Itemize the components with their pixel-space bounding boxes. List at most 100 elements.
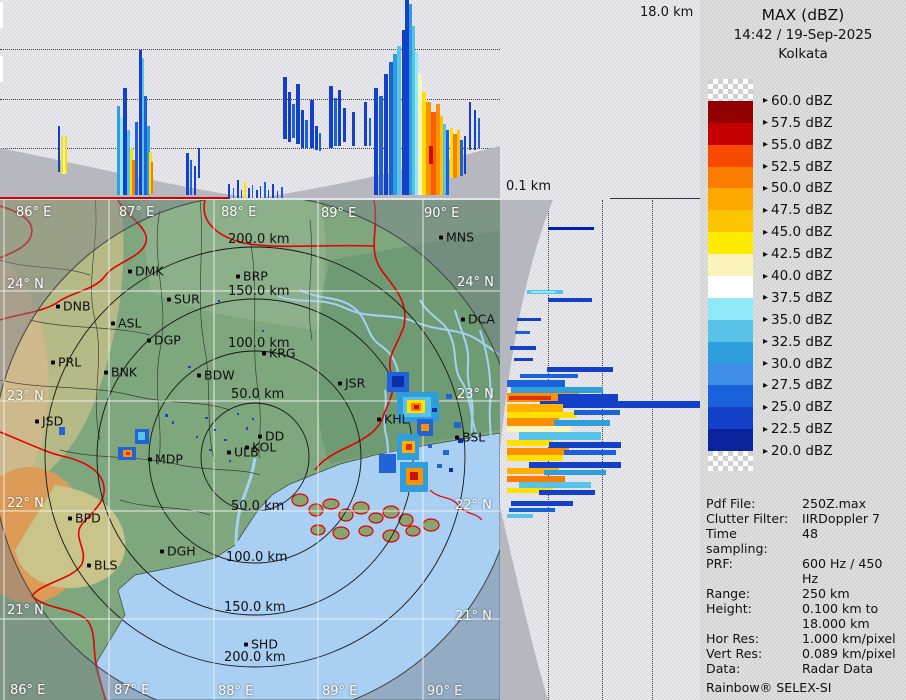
legend-value: 47.5 dBZ xyxy=(771,202,833,219)
info-key: Pdf File: xyxy=(706,496,756,511)
legend-label: ▸ 50.0 dBZ xyxy=(763,180,832,196)
info-value: 600 Hz / 450 Hz xyxy=(802,556,883,586)
info-key: Range: xyxy=(706,586,751,601)
info-row: Data: Radar Data xyxy=(706,661,902,676)
color-scale: ▸ 60.0 dBZ ▸ 57.5 dBZ ▸ 55.0 dBZ ▸ 52.5 dBZ ▸ 50.… xyxy=(708,79,898,459)
legend-entry: ▸ 37.5 dBZ xyxy=(708,276,898,306)
tick-arrow-icon: ▸ xyxy=(763,379,769,391)
legend-label: ▸ 52.5 dBZ xyxy=(763,159,832,175)
height-gridline xyxy=(652,200,653,700)
legend-entry: ▸ 52.5 dBZ xyxy=(708,144,898,175)
legend-swatch xyxy=(708,341,753,364)
tick-arrow-icon: ▸ xyxy=(763,95,769,107)
legend-entry: ▸ 20.0 dBZ xyxy=(708,429,898,459)
station-name: Kolkata xyxy=(778,46,828,62)
info-row: Vert Res: 0.089 km/pixel xyxy=(706,646,902,661)
legend-panel: MAX (dBZ) 14:42 / 19-Sep-2025 Kolkata ▸ 6… xyxy=(700,0,906,700)
legend-swatch xyxy=(708,232,753,255)
info-row: Hor Res: 1.000 km/pixel xyxy=(706,631,902,646)
legend-label: ▸ 57.5 dBZ xyxy=(763,115,832,131)
legend-value: 22.5 dBZ xyxy=(771,421,833,438)
beam-blind-zone-shape xyxy=(500,200,553,700)
info-row: PRF: 600 Hz / 450 Hz xyxy=(706,556,902,586)
legend-label: ▸ 35.0 dBZ xyxy=(763,312,832,328)
legend-label: ▸ 40.0 dBZ xyxy=(763,268,832,284)
tick-arrow-icon: ▸ xyxy=(763,314,769,326)
legend-label: ▸ 27.5 dBZ xyxy=(763,377,832,393)
legend-value: 30.0 dBZ xyxy=(771,355,833,372)
legend-label: ▸ 32.5 dBZ xyxy=(763,334,832,350)
legend-value: 32.5 dBZ xyxy=(771,333,833,350)
legend-value: 40.0 dBZ xyxy=(771,268,833,285)
legend-swatch xyxy=(708,276,753,298)
radar-map-panel xyxy=(0,194,518,700)
info-value: 48 xyxy=(802,526,819,541)
legend-entry: ▸ 50.0 dBZ xyxy=(708,166,898,196)
tick-arrow-icon: ▸ xyxy=(763,248,769,260)
legend-entry: ▸ 22.5 dBZ xyxy=(708,407,898,437)
info-key: PRF: xyxy=(706,556,733,571)
legend-swatch xyxy=(708,188,753,211)
axis-line xyxy=(610,198,700,199)
legend-entry: ▸ 42.5 dBZ xyxy=(708,232,898,262)
height-max-label: 18.0 km xyxy=(640,5,694,20)
legend-label: ▸ 37.5 dBZ xyxy=(763,290,832,306)
tick-arrow-icon: ▸ xyxy=(763,423,769,435)
tick-arrow-icon: ▸ xyxy=(763,161,769,173)
info-row: Time sampling: 48 xyxy=(706,526,902,556)
legend-value: 55.0 dBZ xyxy=(771,136,833,153)
info-row: Pdf File: 250Z.max xyxy=(706,496,902,511)
legend-swatch xyxy=(708,363,753,386)
legend-swatch xyxy=(708,166,753,189)
legend-value: 27.5 dBZ xyxy=(771,377,833,394)
legend-entry: ▸ 30.0 dBZ xyxy=(708,341,898,372)
info-value: 1.000 km/pixel xyxy=(802,631,896,646)
legend-label: ▸ 20.0 dBZ xyxy=(763,443,832,459)
height-min-label: 0.1 km xyxy=(506,179,551,194)
legend-entry: ▸ 45.0 dBZ xyxy=(708,210,898,240)
info-key: Clutter Filter: xyxy=(706,511,789,526)
legend-value: 57.5 dBZ xyxy=(771,114,833,131)
software-brand: Rainbow® SELEX-SI xyxy=(706,680,832,695)
legend-value: 37.5 dBZ xyxy=(771,289,833,306)
tick-arrow-icon: ▸ xyxy=(763,204,769,216)
tick-arrow-icon: ▸ xyxy=(763,226,769,238)
color-scale-end-swatch xyxy=(708,451,753,471)
info-key: Time sampling: xyxy=(706,526,768,556)
legend-entry: ▸ 27.5 dBZ xyxy=(708,363,898,393)
legend-swatch xyxy=(708,385,753,408)
tick-arrow-icon: ▸ xyxy=(763,292,769,304)
legend-swatch xyxy=(708,407,753,430)
tick-arrow-icon: ▸ xyxy=(763,336,769,348)
legend-swatch xyxy=(708,122,753,145)
legend-entry: ▸ 25.0 dBZ xyxy=(708,385,898,415)
info-value: IIRDoppler 7 xyxy=(802,511,881,526)
axis-tick xyxy=(0,56,3,82)
legend-entry: ▸ 55.0 dBZ xyxy=(708,122,898,153)
legend-value: 52.5 dBZ xyxy=(771,158,833,175)
map-geography xyxy=(0,194,518,700)
info-row: Clutter Filter: IIRDoppler 7 xyxy=(706,511,902,526)
height-gridline xyxy=(0,148,500,149)
tick-arrow-icon: ▸ xyxy=(763,358,769,370)
legend-value: 20.0 dBZ xyxy=(771,443,833,460)
legend-swatch xyxy=(708,297,753,320)
legend-label: ▸ 42.5 dBZ xyxy=(763,246,832,262)
legend-value: 25.0 dBZ xyxy=(771,399,833,416)
info-key: Hor Res: xyxy=(706,631,760,646)
legend-label: ▸ 60.0 dBZ xyxy=(763,93,832,109)
tick-arrow-icon: ▸ xyxy=(763,445,769,457)
legend-entry: ▸ 57.5 dBZ xyxy=(708,100,898,131)
legend-label: ▸ 25.0 dBZ xyxy=(763,399,832,415)
beam-blind-zone-shape xyxy=(0,146,500,198)
legend-label: ▸ 45.0 dBZ xyxy=(763,224,832,240)
legend-label: ▸ 55.0 dBZ xyxy=(763,137,832,153)
info-key: Height: xyxy=(706,601,752,616)
info-row: Range: 250 km xyxy=(706,586,902,601)
legend-entry: ▸ 32.5 dBZ xyxy=(708,319,898,350)
axis-tick xyxy=(0,2,3,28)
legend-value: 35.0 dBZ xyxy=(771,311,833,328)
legend-swatch xyxy=(708,319,753,342)
height-gridline xyxy=(0,49,500,50)
